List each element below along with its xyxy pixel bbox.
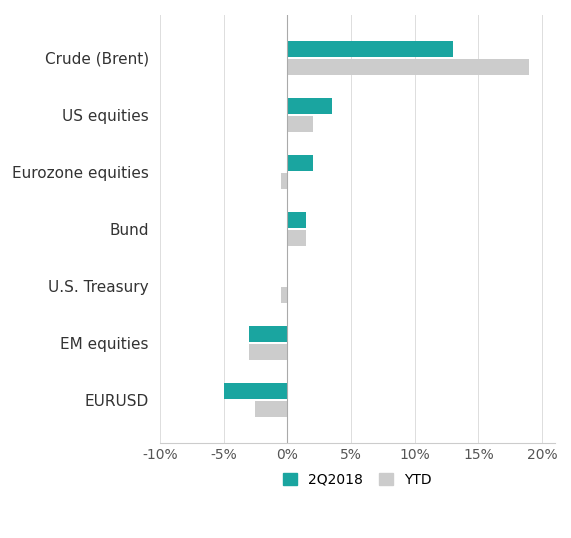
Bar bbox=[224, 383, 287, 399]
Bar bbox=[281, 173, 287, 189]
Bar bbox=[287, 155, 313, 171]
Bar bbox=[287, 41, 453, 57]
Legend: 2Q2018, YTD: 2Q2018, YTD bbox=[283, 473, 432, 487]
Bar bbox=[287, 59, 529, 75]
Bar bbox=[287, 116, 313, 132]
Bar bbox=[287, 212, 307, 228]
Bar bbox=[281, 287, 287, 302]
Bar bbox=[255, 401, 287, 416]
Bar bbox=[287, 230, 307, 246]
Bar bbox=[287, 98, 332, 114]
Bar bbox=[249, 326, 287, 342]
Bar bbox=[249, 344, 287, 359]
